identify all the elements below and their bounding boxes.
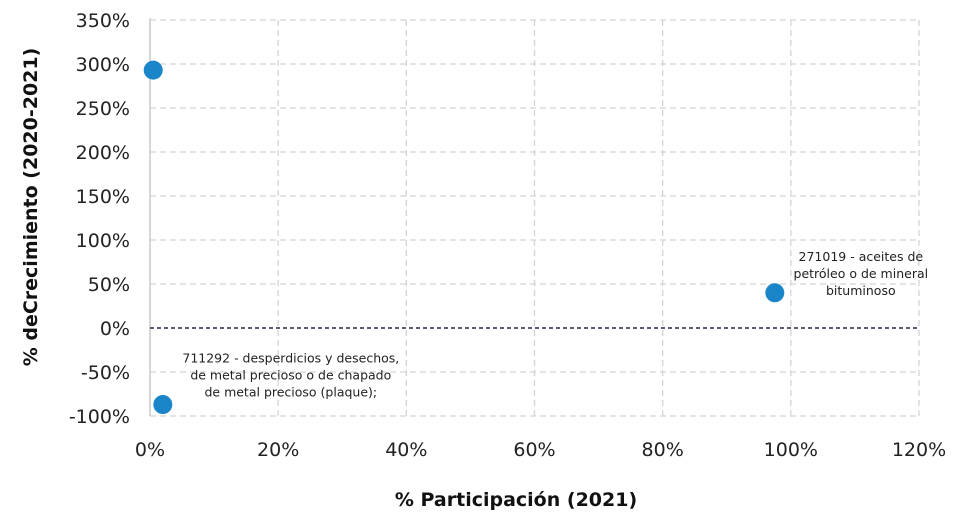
point-annotation-line: 711292 - desperdicios y desechos,	[182, 351, 399, 366]
point-annotation-line: de metal precioso (plaque);	[204, 385, 377, 400]
point-annotation-line: 271019 - aceites de	[799, 249, 924, 264]
data-points	[143, 60, 785, 415]
data-point	[765, 283, 785, 303]
gridlines	[150, 19, 920, 417]
x-tick-labels: 0% 20% 40% 60% 80% 100% 120%	[135, 439, 946, 461]
point-annotations: 271019 - aceites de petróleo o de mineral…	[182, 249, 928, 400]
y-tick-label: 0%	[100, 318, 130, 340]
x-axis-title: % Participación (2021)	[395, 489, 637, 511]
axes	[149, 18, 919, 416]
y-tick-labels: 350% 300% 250% 200% 150% 100% 50% 0% -50% -100%	[69, 10, 130, 428]
data-point	[153, 395, 173, 415]
y-tick-label: 150%	[76, 186, 130, 208]
x-tick-label: 120%	[892, 439, 946, 461]
y-tick-label: 250%	[76, 98, 130, 120]
y-tick-label: 350%	[76, 10, 130, 32]
y-tick-label: 50%	[88, 274, 130, 296]
y-tick-label: -50%	[81, 362, 130, 384]
x-tick-label: 40%	[385, 439, 427, 461]
data-point	[143, 60, 163, 80]
x-tick-label: 20%	[257, 439, 299, 461]
x-tick-label: 100%	[764, 439, 818, 461]
point-annotation-line: de metal precioso o de chapado	[190, 368, 391, 383]
y-axis-title: % deCrecimiento (2020-2021)	[20, 48, 42, 367]
x-tick-label: 80%	[642, 439, 684, 461]
y-tick-label: 200%	[76, 142, 130, 164]
x-tick-label: 60%	[513, 439, 555, 461]
point-annotation-line: petróleo o de mineral	[794, 266, 929, 281]
y-tick-label: -100%	[69, 406, 130, 428]
point-annotation-line: bituminoso	[826, 283, 896, 298]
y-tick-label: 300%	[76, 54, 130, 76]
x-tick-label: 0%	[135, 439, 165, 461]
y-tick-label: 100%	[76, 230, 130, 252]
